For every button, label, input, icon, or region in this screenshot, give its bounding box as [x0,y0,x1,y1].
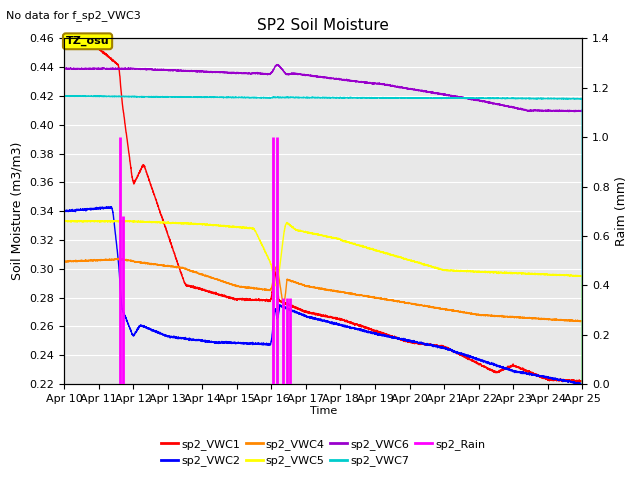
Y-axis label: Soil Moisture (m3/m3): Soil Moisture (m3/m3) [11,142,24,280]
Text: TZ_osu: TZ_osu [66,36,109,47]
Y-axis label: Raim (mm): Raim (mm) [616,176,628,246]
Legend: sp2_VWC1, sp2_VWC2, sp2_VWC4, sp2_VWC5, sp2_VWC6, sp2_VWC7, sp2_Rain: sp2_VWC1, sp2_VWC2, sp2_VWC4, sp2_VWC5, … [157,434,490,471]
X-axis label: Time: Time [310,407,337,417]
Text: No data for f_sp2_VWC3: No data for f_sp2_VWC3 [6,10,141,21]
Title: SP2 Soil Moisture: SP2 Soil Moisture [257,18,389,33]
